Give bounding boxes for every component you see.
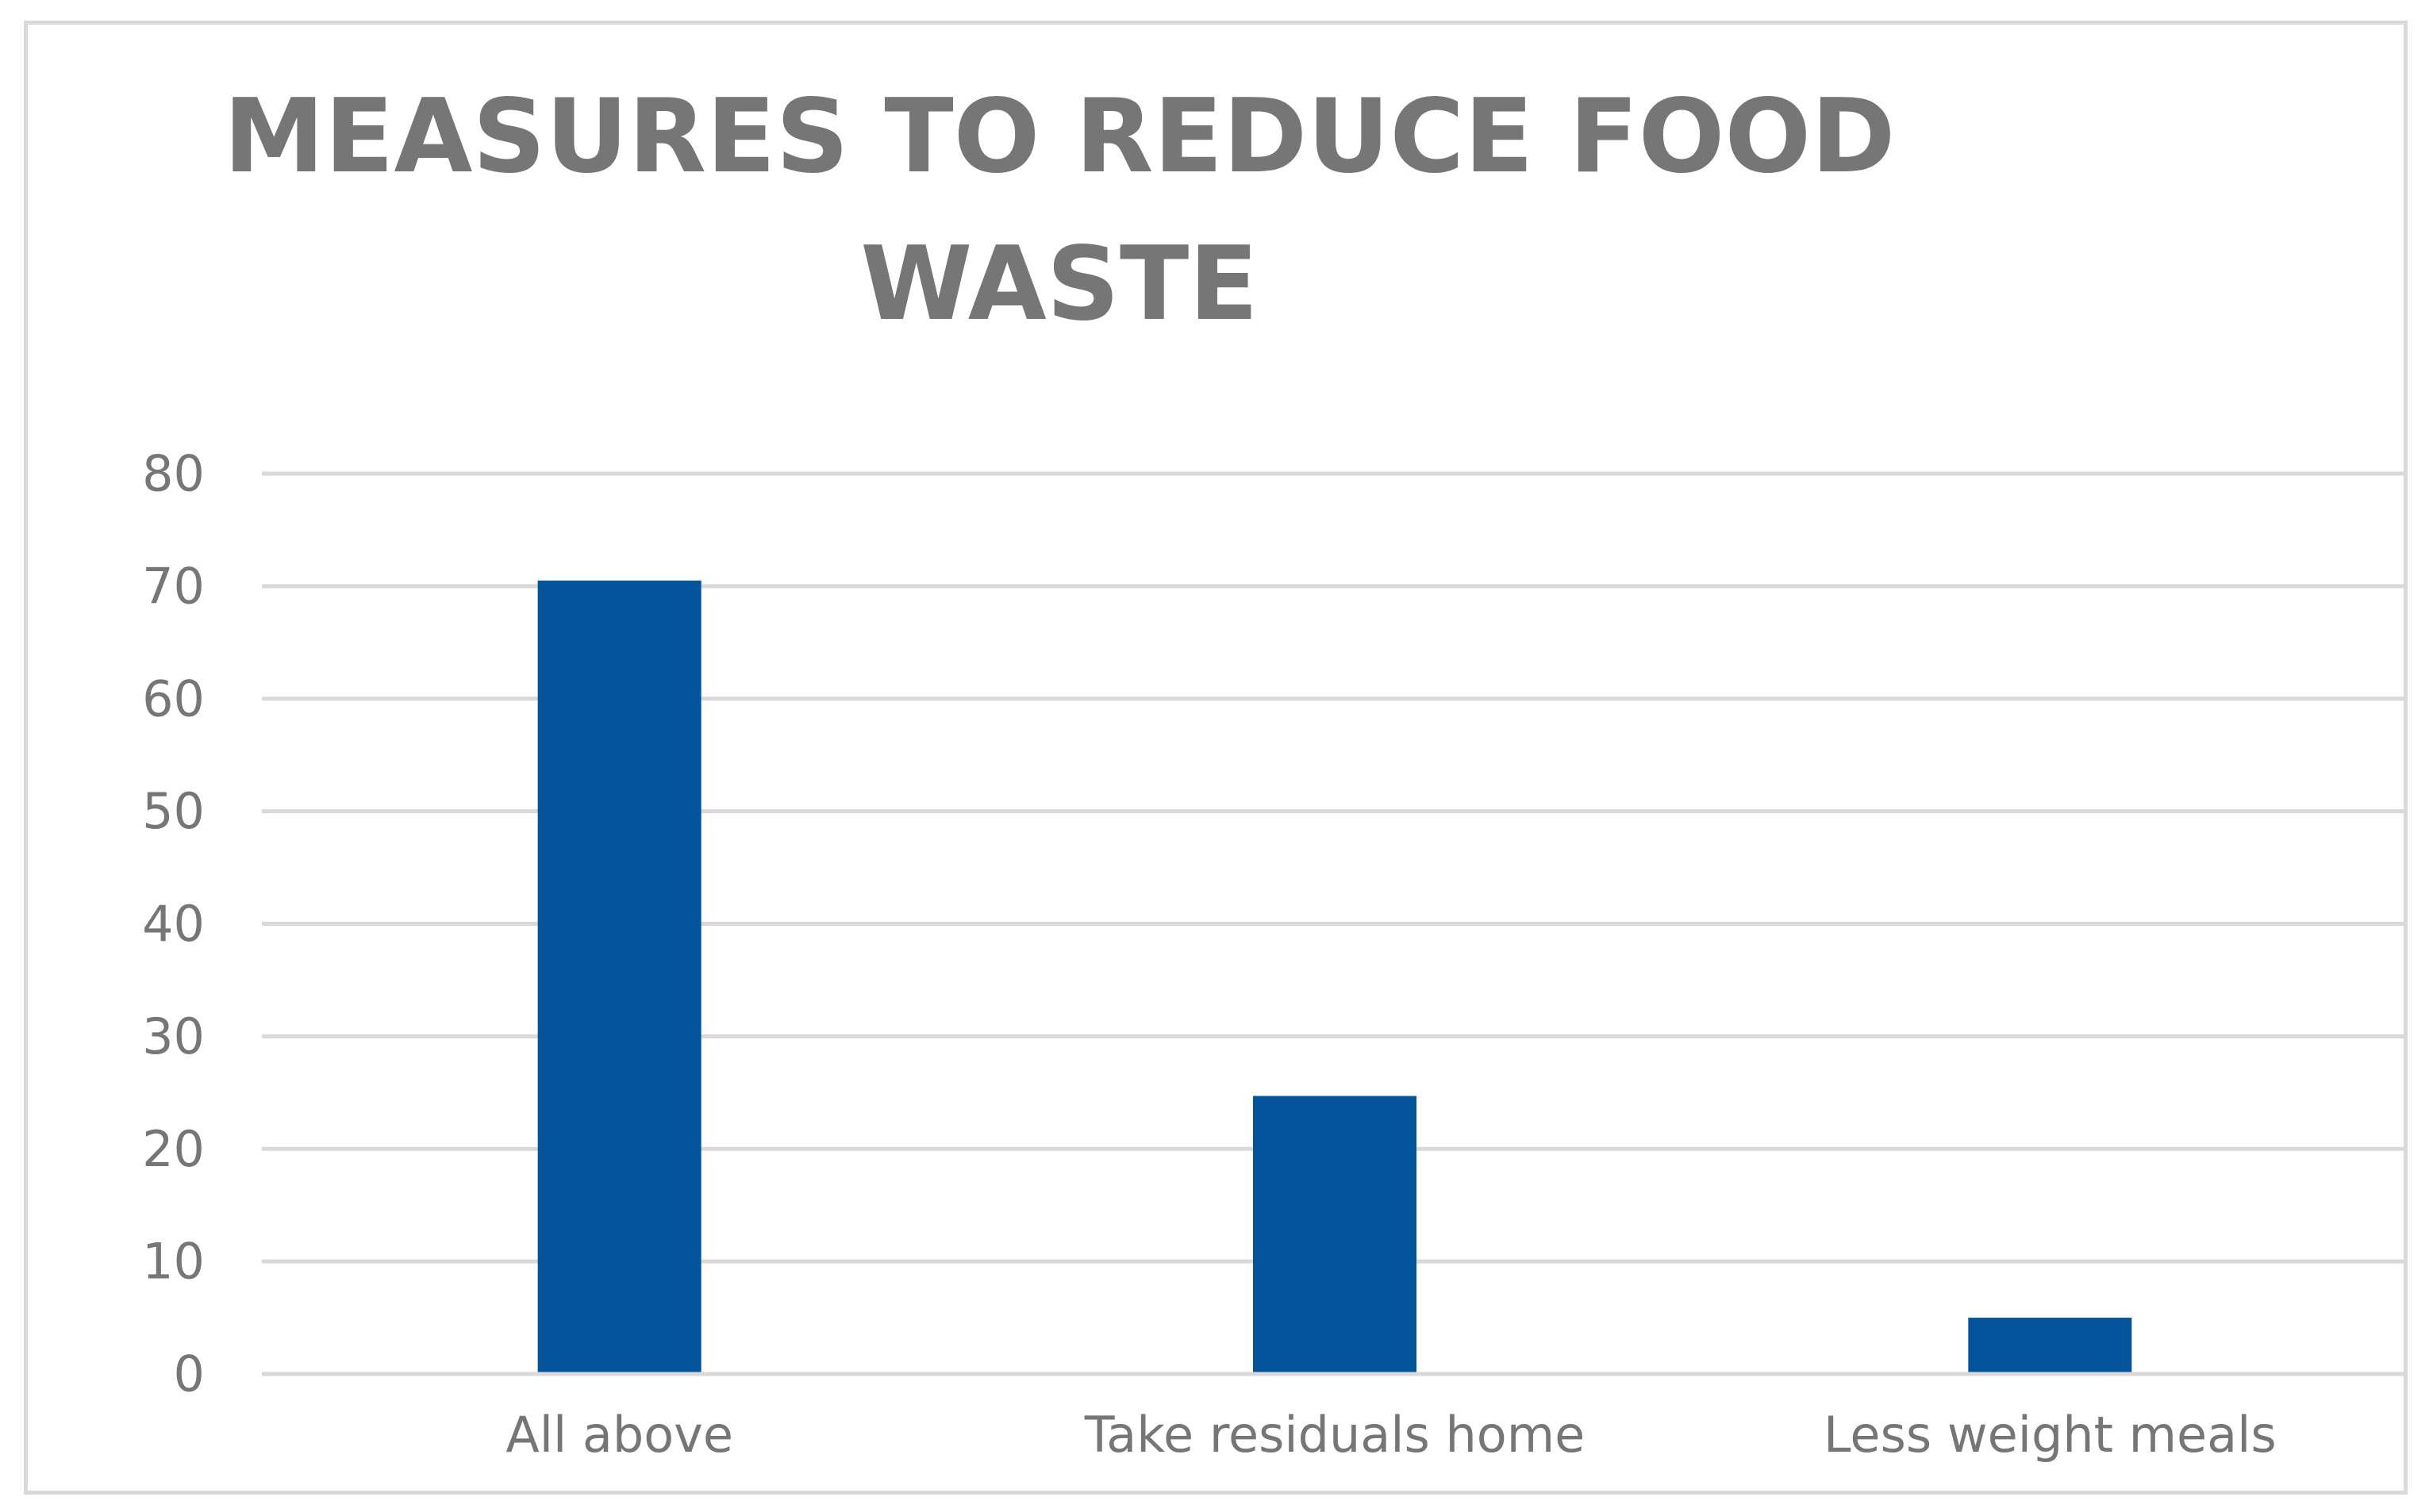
- x-axis-ticks: All above Take residuals home Less weight …: [505, 1406, 2276, 1464]
- bar-all-above: [537, 580, 701, 1374]
- y-tick-label-60: 60: [142, 670, 205, 727]
- x-tick-label-less-weight-meals: Less weight meals: [1824, 1406, 2277, 1464]
- bar-take-residuals-home: [1253, 1096, 1416, 1374]
- y-tick-label-50: 50: [142, 782, 205, 840]
- y-tick-label-0: 0: [174, 1345, 205, 1403]
- x-tick-label-all-above: All above: [505, 1406, 733, 1464]
- y-tick-label-70: 70: [142, 557, 205, 615]
- bar-less-weight-meals: [1968, 1318, 2132, 1374]
- chart-title: MEASURES TO REDUCE FOOD WASTE: [223, 78, 1896, 343]
- y-tick-label-80: 80: [142, 445, 205, 503]
- bars: [262, 580, 2408, 1376]
- y-tick-label-30: 30: [142, 1007, 205, 1065]
- chart-frame: [24, 21, 2408, 1495]
- y-tick-label-40: 40: [142, 895, 205, 953]
- y-tick-label-20: 20: [142, 1120, 205, 1178]
- y-axis-ticks: 0 10 20 30 40 50 60 70 80: [142, 445, 205, 1403]
- y-tick-label-10: 10: [142, 1233, 205, 1291]
- x-tick-label-take-residuals-home: Take residuals home: [1084, 1406, 1585, 1464]
